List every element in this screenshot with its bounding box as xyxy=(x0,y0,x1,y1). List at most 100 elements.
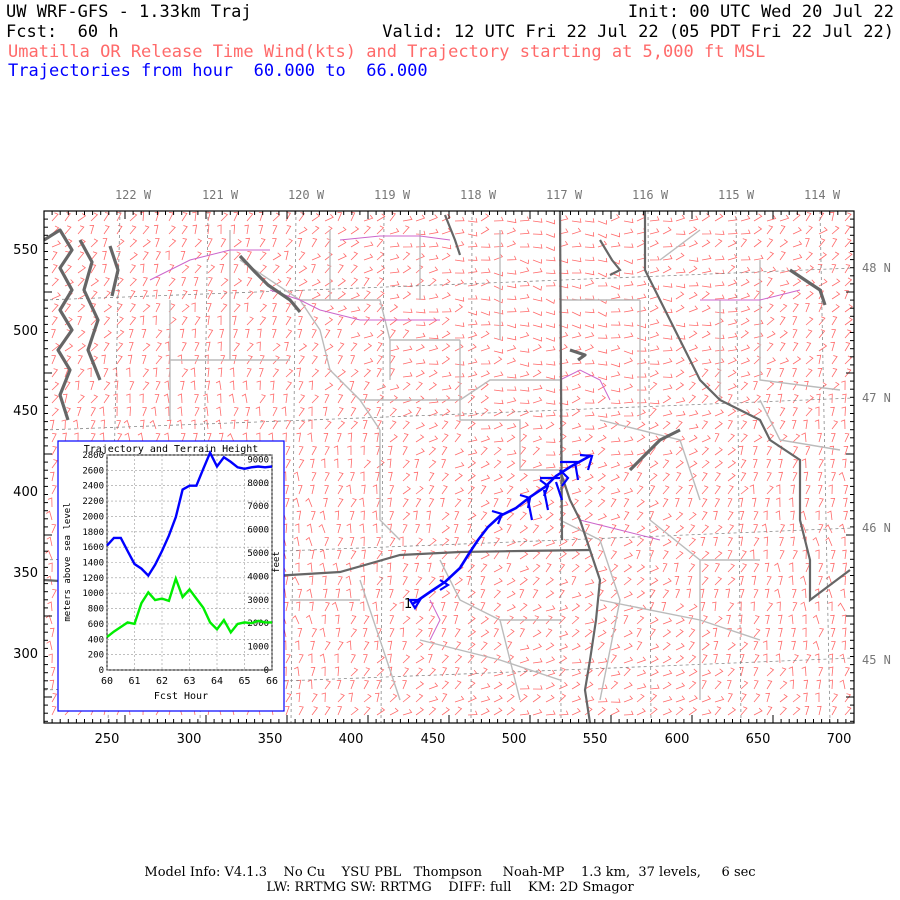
wind-barb xyxy=(324,472,330,482)
wind-barb xyxy=(493,589,501,599)
wind-barb xyxy=(727,307,738,313)
wind-barb xyxy=(90,407,97,417)
wind-barb xyxy=(506,218,517,224)
wind-barb xyxy=(440,497,445,508)
wind-barb xyxy=(75,380,80,391)
wind-barb xyxy=(241,393,248,404)
wind-barb xyxy=(103,330,112,339)
wind-barb xyxy=(675,357,685,365)
wind-barb xyxy=(532,685,543,690)
wind-barb xyxy=(662,449,673,456)
wind-barb xyxy=(194,238,203,248)
wind-barb xyxy=(51,342,60,352)
wind-barb xyxy=(441,252,451,261)
wind-barb xyxy=(766,266,777,274)
wind-barb xyxy=(285,303,292,313)
wind-barb xyxy=(792,550,798,560)
wind-barb xyxy=(414,562,420,573)
wind-barb xyxy=(739,589,745,599)
wind-barb xyxy=(389,254,400,261)
wind-barb xyxy=(610,654,618,664)
wind-barb xyxy=(61,419,66,430)
wind-barb xyxy=(374,432,379,443)
wind-barb xyxy=(752,419,758,430)
wind-barb xyxy=(714,460,723,469)
wind-barb xyxy=(77,238,86,248)
wind-barb xyxy=(584,498,593,508)
wind-barb xyxy=(764,562,770,573)
wind-barb xyxy=(46,510,53,521)
wind-barb xyxy=(349,511,355,521)
wind-barb xyxy=(116,329,125,339)
wind-barb xyxy=(324,382,334,391)
wind-barb xyxy=(205,380,210,391)
wind-barb xyxy=(190,367,196,378)
wind-barb xyxy=(363,407,371,417)
wind-barb xyxy=(688,281,699,287)
wind-barb xyxy=(272,225,278,235)
wind-barb xyxy=(467,343,477,352)
wind-barb xyxy=(415,253,425,261)
wind-barb xyxy=(467,410,478,417)
wind-barb xyxy=(662,335,673,340)
wind-barb xyxy=(792,291,801,300)
wind-barb xyxy=(519,551,529,560)
wind-barb xyxy=(584,579,595,586)
wind-barb xyxy=(545,577,554,586)
wind-barb xyxy=(545,642,555,651)
wind-barb xyxy=(753,213,763,222)
wind-barb xyxy=(284,484,290,495)
wind-barb xyxy=(545,463,556,469)
wind-barb xyxy=(103,225,110,235)
wind-barb xyxy=(519,362,530,367)
wind-barb xyxy=(545,438,556,443)
wind-barb xyxy=(532,311,542,317)
wind-barb xyxy=(753,319,764,326)
wind-barb xyxy=(480,268,491,274)
wind-barb xyxy=(244,419,249,430)
wind-barb xyxy=(90,264,97,274)
inset-right-tick: 9000 xyxy=(247,455,269,465)
wind-barb xyxy=(610,513,621,521)
wind-barb xyxy=(688,680,697,690)
wind-barb xyxy=(649,628,656,638)
inset-x-tick: 61 xyxy=(128,676,140,687)
wind-barb xyxy=(688,330,698,339)
wind-barb xyxy=(137,432,144,443)
wind-barb xyxy=(675,459,684,469)
wind-barb xyxy=(269,393,275,404)
wind-barb xyxy=(363,332,374,339)
wind-barb xyxy=(350,628,358,638)
wind-barb xyxy=(311,511,316,521)
wind-barb xyxy=(415,422,425,430)
wind-barb xyxy=(220,355,226,365)
wind-barb xyxy=(347,432,353,443)
wind-barb xyxy=(113,380,119,391)
wind-barb xyxy=(636,537,645,547)
wind-barb xyxy=(142,239,151,248)
wind-barb xyxy=(77,277,85,287)
wind-barb xyxy=(827,510,833,521)
wind-barb xyxy=(649,485,656,495)
wind-barb xyxy=(295,562,300,572)
wind-barb xyxy=(727,563,735,573)
wind-barb xyxy=(441,511,450,521)
inset-left-tick: 1800 xyxy=(82,528,104,538)
wind-barb xyxy=(749,549,755,560)
wind-barb xyxy=(818,485,823,495)
wind-barb xyxy=(688,265,698,274)
wind-barb xyxy=(713,510,718,521)
wind-barb xyxy=(753,628,761,638)
wind-barb xyxy=(467,449,478,456)
wind-barb xyxy=(649,577,659,586)
wind-barb xyxy=(467,538,476,547)
wind-barb xyxy=(792,278,802,287)
wind-barb xyxy=(376,213,386,222)
wind-barb xyxy=(740,680,749,690)
wind-barb xyxy=(337,278,346,287)
wind-barb xyxy=(506,449,517,456)
wind-barb xyxy=(688,460,698,469)
wind-barb xyxy=(506,255,517,261)
wind-barb xyxy=(662,538,672,547)
